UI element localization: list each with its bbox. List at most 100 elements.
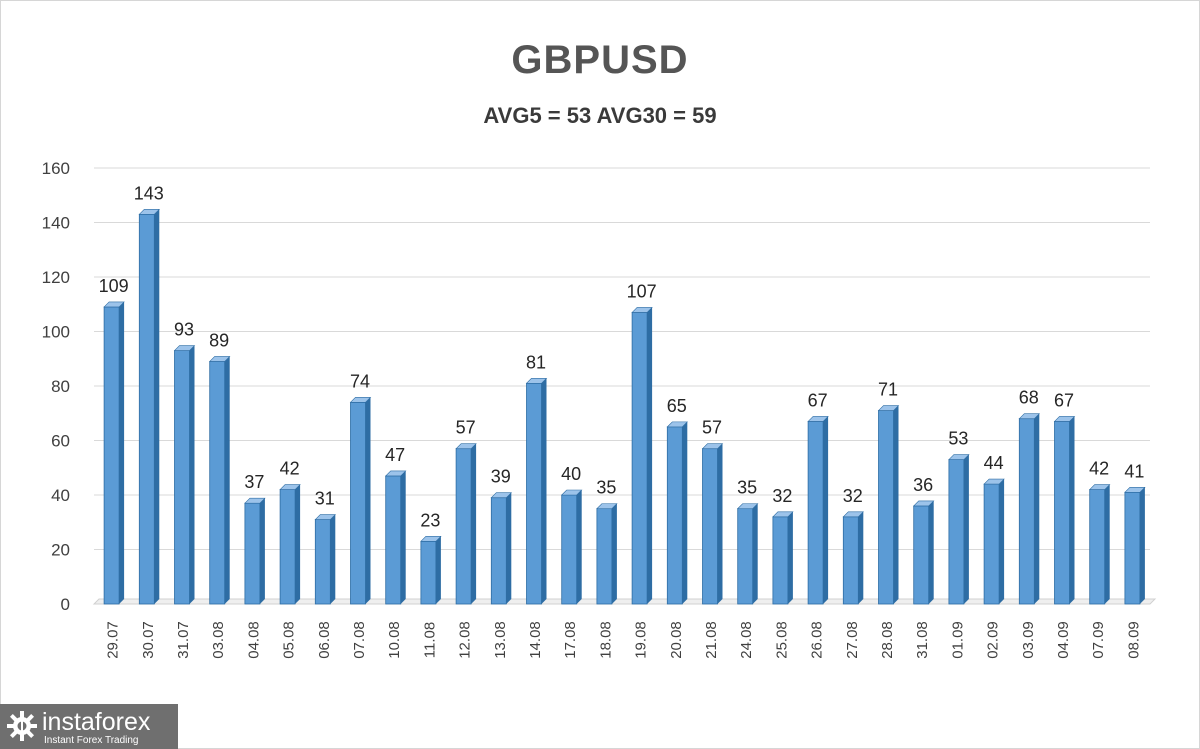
x-tick-label: 30.07 — [140, 621, 157, 659]
data-label: 71 — [878, 380, 898, 400]
chart-subtitle: AVG5 = 53 AVG30 = 59 — [483, 103, 717, 128]
data-label: 44 — [984, 453, 1004, 473]
x-tick-label: 31.08 — [914, 621, 931, 659]
x-tick-label: 17.08 — [562, 621, 579, 659]
data-label: 74 — [350, 371, 370, 391]
bar-side — [541, 378, 547, 604]
bar-side — [1139, 487, 1145, 604]
data-label: 57 — [702, 418, 722, 438]
bar-side — [858, 511, 864, 604]
bar-side — [400, 470, 406, 604]
bar-side — [647, 307, 653, 604]
y-tick-label: 160 — [42, 159, 70, 178]
data-label: 57 — [456, 418, 476, 438]
x-tick-label: 14.08 — [527, 621, 544, 659]
x-tick-label: 05.08 — [281, 621, 298, 659]
y-tick-label: 0 — [61, 595, 70, 614]
bar-side — [330, 514, 336, 604]
bar — [666, 426, 683, 605]
x-tick-label: 01.09 — [949, 621, 966, 659]
bar-top — [596, 503, 618, 509]
x-tick-label: 29.07 — [105, 621, 122, 659]
bar-side — [682, 421, 688, 604]
bar-side — [963, 454, 969, 604]
bar-top — [1018, 413, 1041, 420]
x-tick-label: 03.09 — [1020, 621, 1037, 659]
bar-side — [154, 209, 160, 604]
bar-top — [173, 345, 196, 351]
y-tick-label: 60 — [51, 432, 70, 451]
watermark-name: instaforex — [42, 708, 151, 736]
bar-top — [948, 454, 970, 460]
bar-side — [1069, 416, 1075, 604]
x-tick-label: 02.09 — [985, 621, 1002, 659]
bar — [490, 497, 507, 605]
chart-title: GBPUSD — [511, 38, 689, 82]
bar-side — [119, 301, 125, 604]
bar-side — [893, 405, 899, 604]
x-tick-label: 07.08 — [351, 621, 368, 659]
bar-top — [666, 421, 689, 428]
x-tick-label: 08.09 — [1125, 621, 1142, 659]
x-tick-label: 06.08 — [316, 621, 333, 659]
bar-top — [912, 500, 935, 507]
bar-top — [560, 489, 583, 496]
bar — [279, 489, 296, 605]
bar-top — [842, 511, 865, 518]
bar-top — [138, 209, 161, 215]
y-tick-label: 140 — [42, 214, 70, 233]
bar-side — [928, 500, 934, 604]
bar-top — [1053, 416, 1076, 422]
bar — [314, 519, 331, 605]
bar-side — [752, 503, 758, 604]
y-tick-label: 20 — [51, 541, 70, 560]
x-tick-label: 10.08 — [386, 621, 403, 659]
bar-top — [384, 470, 407, 477]
bar-top — [1088, 484, 1111, 490]
bar — [1089, 489, 1106, 605]
bar — [138, 213, 155, 605]
instaforex-logo[interactable]: instaforex Instant Forex Trading — [0, 704, 178, 749]
data-label: 35 — [737, 478, 757, 498]
bar — [702, 448, 718, 605]
instaforex-gear-icon — [7, 711, 37, 741]
data-label: 93 — [174, 320, 194, 340]
data-label: 68 — [1019, 388, 1039, 408]
data-label: 36 — [913, 475, 933, 495]
data-label: 32 — [772, 486, 792, 506]
data-label: 109 — [99, 276, 129, 296]
data-label: 107 — [627, 281, 657, 301]
data-label: 89 — [209, 330, 229, 350]
bar-top — [103, 301, 125, 308]
bar-top — [420, 536, 442, 542]
bar-top — [807, 416, 829, 422]
bar-top — [736, 503, 759, 509]
bar-top — [983, 478, 1005, 485]
x-tick-label: 19.08 — [633, 621, 650, 659]
bar — [1124, 491, 1141, 605]
x-tick-label: 28.08 — [879, 621, 896, 659]
data-label: 42 — [1089, 459, 1109, 479]
y-tick-label: 40 — [51, 486, 70, 505]
y-tick-label: 120 — [42, 268, 70, 287]
data-label: 31 — [315, 489, 335, 509]
x-tick-label: 13.08 — [492, 621, 509, 659]
data-label: 53 — [948, 429, 968, 449]
x-tick-label: 21.08 — [703, 621, 720, 659]
bar — [1018, 418, 1035, 605]
data-label: 39 — [491, 467, 511, 487]
bar-top — [314, 514, 337, 520]
bar — [948, 459, 965, 605]
data-label: 81 — [526, 352, 546, 372]
bar — [631, 312, 648, 605]
data-label: 40 — [561, 464, 581, 484]
bar-side — [1104, 484, 1110, 604]
bar-side — [787, 511, 793, 604]
data-label: 67 — [1054, 390, 1074, 410]
data-label: 23 — [420, 510, 440, 530]
bar — [561, 494, 578, 605]
bar — [1054, 421, 1070, 605]
bar — [209, 361, 226, 605]
bar-side — [471, 443, 477, 604]
bar — [596, 508, 613, 605]
